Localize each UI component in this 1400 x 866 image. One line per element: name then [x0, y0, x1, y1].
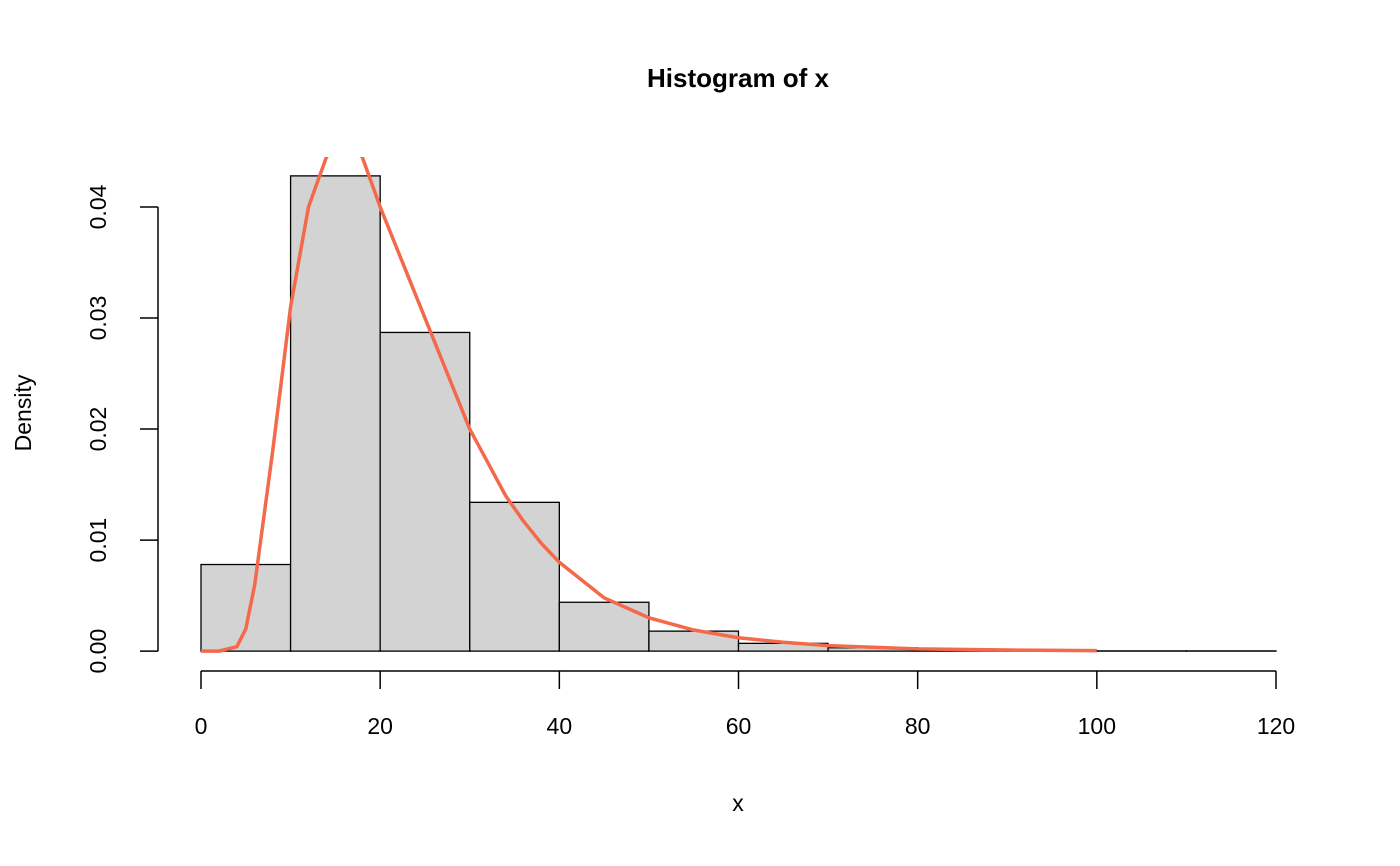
x-tick-label: 40: [547, 713, 573, 739]
density-curve: [201, 157, 1097, 653]
x-axis-label: x: [732, 790, 744, 816]
chart-title: Histogram of x: [647, 63, 830, 93]
y-tick-label: 0.03: [85, 296, 111, 341]
bars: [200, 175, 1277, 652]
x-tick-label: 80: [905, 713, 931, 739]
x-tick-label: 120: [1257, 713, 1295, 739]
bar: [289, 175, 381, 652]
bar: [379, 331, 471, 652]
y-tick-label: 0.01: [85, 518, 111, 563]
curve-group: [201, 157, 1097, 653]
x-tick-label: 0: [195, 713, 208, 739]
x-tick-label: 20: [367, 713, 393, 739]
x-tick-label: 100: [1078, 713, 1116, 739]
y-tick-label: 0.04: [85, 184, 111, 229]
bar: [558, 601, 650, 652]
y-axis-label: Density: [10, 374, 36, 451]
x-tick-label: 60: [726, 713, 752, 739]
y-tick-label: 0.02: [85, 407, 111, 452]
bar: [200, 563, 292, 652]
bar: [469, 501, 560, 652]
axes: 0 20 40 60 80 100 120 0.00 0.01 0.02 0.03 0.04: [85, 184, 1295, 739]
y-tick-label: 0.00: [85, 629, 111, 674]
